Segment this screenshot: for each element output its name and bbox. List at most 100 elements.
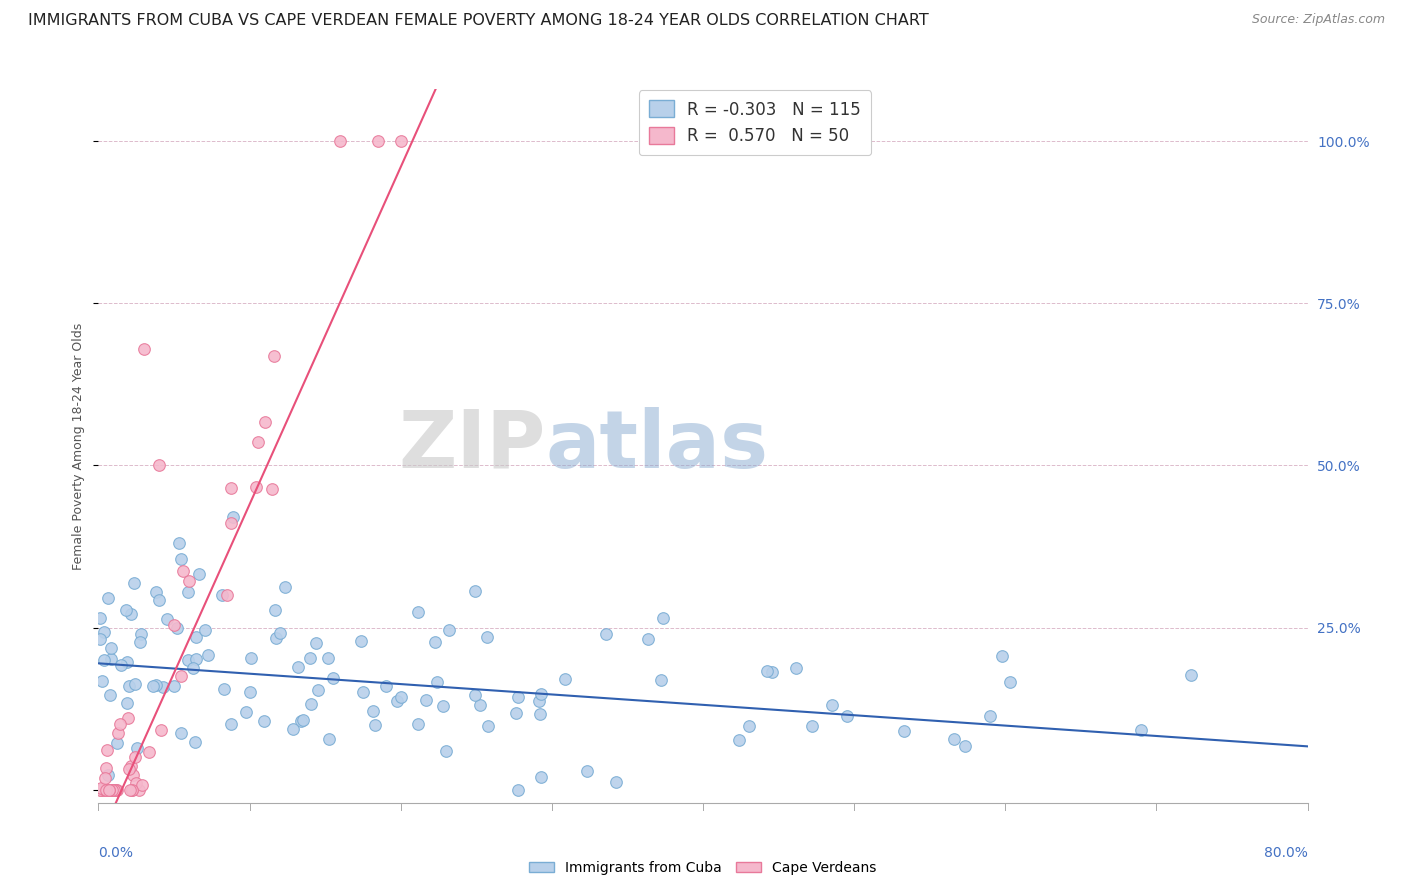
Point [120, 607, 142, 621]
Point [1129, 723, 1152, 738]
Point [150, 723, 173, 738]
Point [322, 671, 344, 685]
Point [287, 660, 309, 674]
Point [801, 719, 824, 733]
Point [212, 681, 235, 696]
Point [89, 632, 111, 646]
Point [316, 650, 339, 665]
Text: Source: ZipAtlas.com: Source: ZipAtlas.com [1251, 13, 1385, 27]
Point [264, 631, 287, 645]
Point [318, 732, 340, 747]
Point [361, 704, 384, 718]
Point [94, 782, 117, 797]
Point [506, 690, 529, 704]
Point [505, 706, 527, 721]
Point [100, 652, 122, 666]
Point [263, 349, 285, 363]
Point [124, 750, 146, 764]
Point [575, 764, 598, 778]
Point [364, 718, 387, 732]
Point [98, 782, 121, 797]
Point [290, 714, 312, 729]
Point [170, 669, 193, 683]
Point [177, 574, 200, 588]
Point [217, 588, 239, 602]
Point [121, 782, 143, 797]
Point [292, 714, 315, 728]
Point [305, 636, 328, 650]
Legend: Immigrants from Cuba, Cape Verdeans: Immigrants from Cuba, Cape Verdeans [524, 855, 882, 880]
Point [350, 634, 373, 648]
Point [124, 677, 146, 691]
Point [367, 134, 389, 148]
Point [219, 516, 242, 530]
Point [942, 732, 965, 747]
Point [979, 708, 1001, 723]
Point [434, 744, 457, 758]
Text: ZIP: ZIP [398, 407, 546, 485]
Point [120, 782, 142, 797]
Point [107, 726, 129, 740]
Point [145, 678, 167, 692]
Point [103, 782, 125, 797]
Point [170, 725, 193, 739]
Point [90, 782, 112, 797]
Point [283, 722, 305, 736]
Point [101, 782, 124, 797]
Point [129, 626, 152, 640]
Point [650, 673, 672, 688]
Point [835, 709, 858, 723]
Point [470, 698, 492, 713]
Point [477, 719, 499, 733]
Point [148, 593, 170, 607]
Point [385, 694, 408, 708]
Point [128, 782, 150, 797]
Point [652, 611, 675, 625]
Point [117, 696, 139, 710]
Point [728, 733, 751, 747]
Point [406, 605, 429, 619]
Point [299, 697, 322, 711]
Point [184, 630, 207, 644]
Point [389, 690, 412, 704]
Point [104, 782, 127, 797]
Text: IMMIGRANTS FROM CUBA VS CAPE VERDEAN FEMALE POVERTY AMONG 18-24 YEAR OLDS CORREL: IMMIGRANTS FROM CUBA VS CAPE VERDEAN FEM… [28, 13, 929, 29]
Point [197, 648, 219, 662]
Point [90, 781, 112, 796]
Point [169, 536, 191, 550]
Point [186, 652, 208, 666]
Point [97, 782, 120, 797]
Point [132, 342, 155, 356]
Point [530, 770, 553, 784]
Point [117, 711, 139, 725]
Point [991, 649, 1014, 664]
Point [595, 627, 617, 641]
Point [121, 782, 143, 797]
Point [464, 688, 486, 702]
Point [406, 717, 429, 731]
Point [138, 745, 160, 759]
Point [269, 626, 291, 640]
Point [91, 673, 114, 688]
Point [94, 771, 117, 785]
Point [188, 567, 211, 582]
Text: 80.0%: 80.0% [1264, 846, 1308, 860]
Point [163, 679, 186, 693]
Point [254, 415, 277, 429]
Point [96, 761, 118, 775]
Point [738, 718, 761, 732]
Point [110, 716, 132, 731]
Point [263, 603, 285, 617]
Point [253, 714, 276, 729]
Point [110, 657, 132, 672]
Point [235, 706, 257, 720]
Point [145, 585, 167, 599]
Point [148, 458, 170, 473]
Point [172, 564, 194, 578]
Point [475, 630, 498, 644]
Point [820, 698, 842, 713]
Point [105, 782, 128, 797]
Point [170, 552, 193, 566]
Point [118, 762, 141, 776]
Point [105, 736, 128, 750]
